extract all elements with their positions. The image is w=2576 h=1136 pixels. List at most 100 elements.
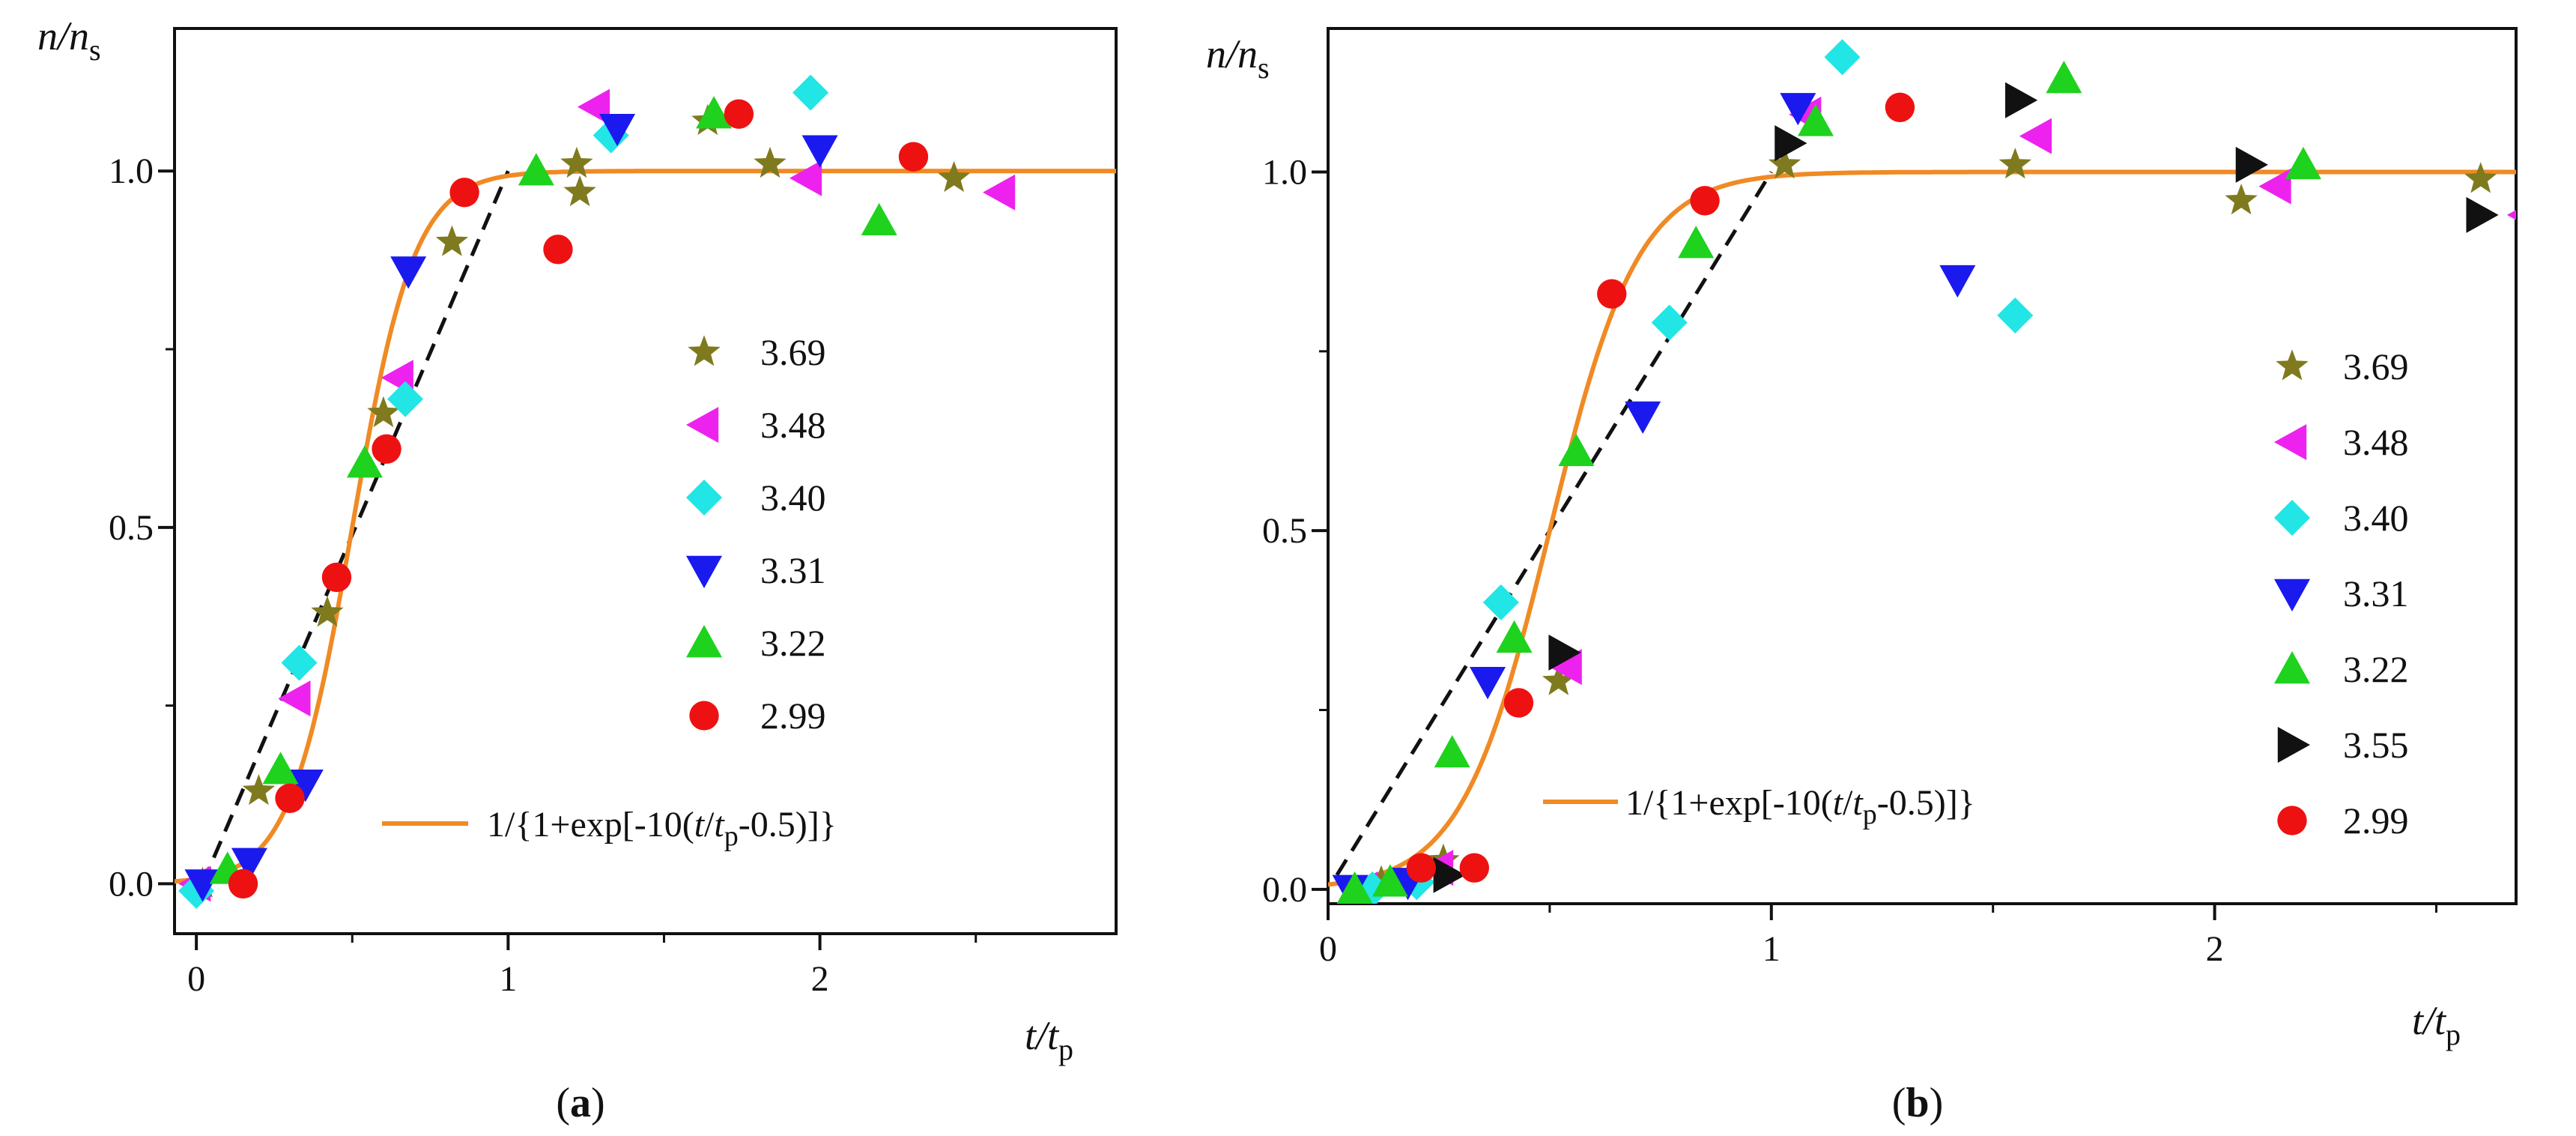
caption-open: ( (1892, 1080, 1906, 1126)
data-point (228, 868, 258, 899)
data-point (793, 74, 829, 111)
data-point (1651, 304, 1688, 341)
caption-letter: b (1906, 1080, 1929, 1126)
data-point (278, 680, 311, 717)
data-point (937, 160, 971, 193)
data-point (311, 596, 344, 627)
x-tick-label: 0 (187, 959, 205, 999)
fit-label-t: t (694, 805, 706, 845)
series-3-22 (209, 96, 897, 884)
sigmoid-fit-curve (175, 169, 1116, 884)
x-tick-label: 2 (811, 959, 829, 999)
legend-marker (2274, 500, 2310, 536)
data-point (2225, 184, 2258, 215)
y-tick-label: 1.0 (109, 151, 154, 191)
data-point (242, 774, 276, 806)
y-tick-label: 0.5 (1262, 511, 1307, 551)
data-point (599, 113, 636, 147)
caption-letter: a (570, 1080, 591, 1126)
legend-label: 3.22 (2343, 648, 2409, 690)
data-point (560, 146, 593, 178)
data-point (898, 142, 929, 172)
x-tick-label: 2 (2206, 929, 2224, 969)
dashed-linear-line (1335, 171, 1773, 877)
data-point (2285, 146, 2321, 180)
series-2-99 (228, 99, 929, 899)
data-point (287, 770, 324, 803)
data-point (281, 644, 318, 681)
x-axis-label-sub: p (2446, 1018, 2461, 1051)
plot-frame (173, 27, 1118, 935)
dashed-linear-line (201, 170, 510, 885)
data-point (1797, 103, 1834, 136)
legend-marker (2274, 578, 2310, 611)
data-point (387, 381, 424, 417)
data-point (1939, 265, 1976, 298)
data-point (801, 135, 838, 168)
data-point (2004, 82, 2038, 118)
chart-panel-b: 0 1 20.00.51.0n/nst/tp3.693.483.403.313.22… (1206, 27, 2518, 1126)
legend-label: 3.31 (760, 549, 826, 591)
data-point (367, 396, 400, 428)
legend-marker (686, 480, 722, 516)
data-point (321, 562, 352, 593)
data-point (1885, 92, 1915, 122)
data-point (390, 256, 427, 289)
legend-label: 3.22 (760, 622, 826, 664)
fit-label-prefix: 1/{1+exp[-10( (487, 805, 694, 845)
legend-label: 3.40 (2343, 497, 2409, 539)
series-2-99 (1406, 92, 1915, 883)
legend-marker (2274, 424, 2307, 460)
data-point (262, 752, 299, 785)
data-point (1597, 279, 1627, 309)
data-point (275, 783, 305, 813)
y-tick-label: 0.0 (109, 864, 154, 904)
legend-label: 3.69 (760, 331, 826, 373)
series-3-22 (1336, 61, 2321, 904)
data-point (1824, 39, 1861, 76)
legend-marker (2276, 349, 2309, 381)
fit-label-slash: / (704, 805, 715, 845)
data-point (1768, 148, 1801, 179)
x-axis-label: t/tp (1025, 1013, 1073, 1066)
data-point (2046, 61, 2082, 94)
data-point (1998, 148, 2031, 179)
data-point (1558, 433, 1595, 467)
data-point (696, 96, 733, 129)
data-point (231, 848, 267, 880)
data-point (1434, 734, 1470, 768)
data-point (1406, 853, 1436, 883)
x-axis-label-sub: p (1058, 1033, 1073, 1066)
data-point (1997, 297, 2034, 333)
data-point (1690, 186, 1720, 216)
data-point (754, 146, 787, 178)
data-point (2466, 196, 2499, 233)
data-point (1775, 125, 1807, 162)
y-axis-label: n/ns (37, 13, 101, 67)
data-point (543, 235, 573, 265)
data-point (1625, 401, 1661, 434)
caption-close: ) (591, 1080, 605, 1126)
data-point (372, 434, 401, 464)
fit-legend-label: 1/{1+exp[-10(t/tp-0.5)]} (1625, 783, 1975, 830)
y-tick-label: 0.5 (109, 508, 154, 548)
data-point (518, 153, 554, 186)
legend-label: 3.55 (2343, 724, 2409, 766)
data-point (1542, 664, 1575, 695)
data-point (2235, 146, 2268, 183)
legend-marker (2274, 651, 2310, 684)
fit-label-t: t (1833, 783, 1844, 823)
plot-area (1328, 39, 2516, 904)
data-point (1433, 856, 1466, 893)
plot-frame (1327, 27, 2518, 905)
fit-label-p: p (724, 821, 739, 852)
data-point (2019, 118, 2052, 154)
data-point (346, 445, 383, 478)
x-tick-label: 0 (1319, 929, 1337, 969)
fit-label-suffix: -0.5)]} (1877, 783, 1975, 823)
data-point (1372, 864, 1408, 897)
legend-label: 3.31 (2343, 572, 2409, 614)
legend-marker (689, 701, 719, 731)
data-point (1470, 667, 1506, 700)
y-tick-label: 0.0 (1262, 870, 1307, 910)
